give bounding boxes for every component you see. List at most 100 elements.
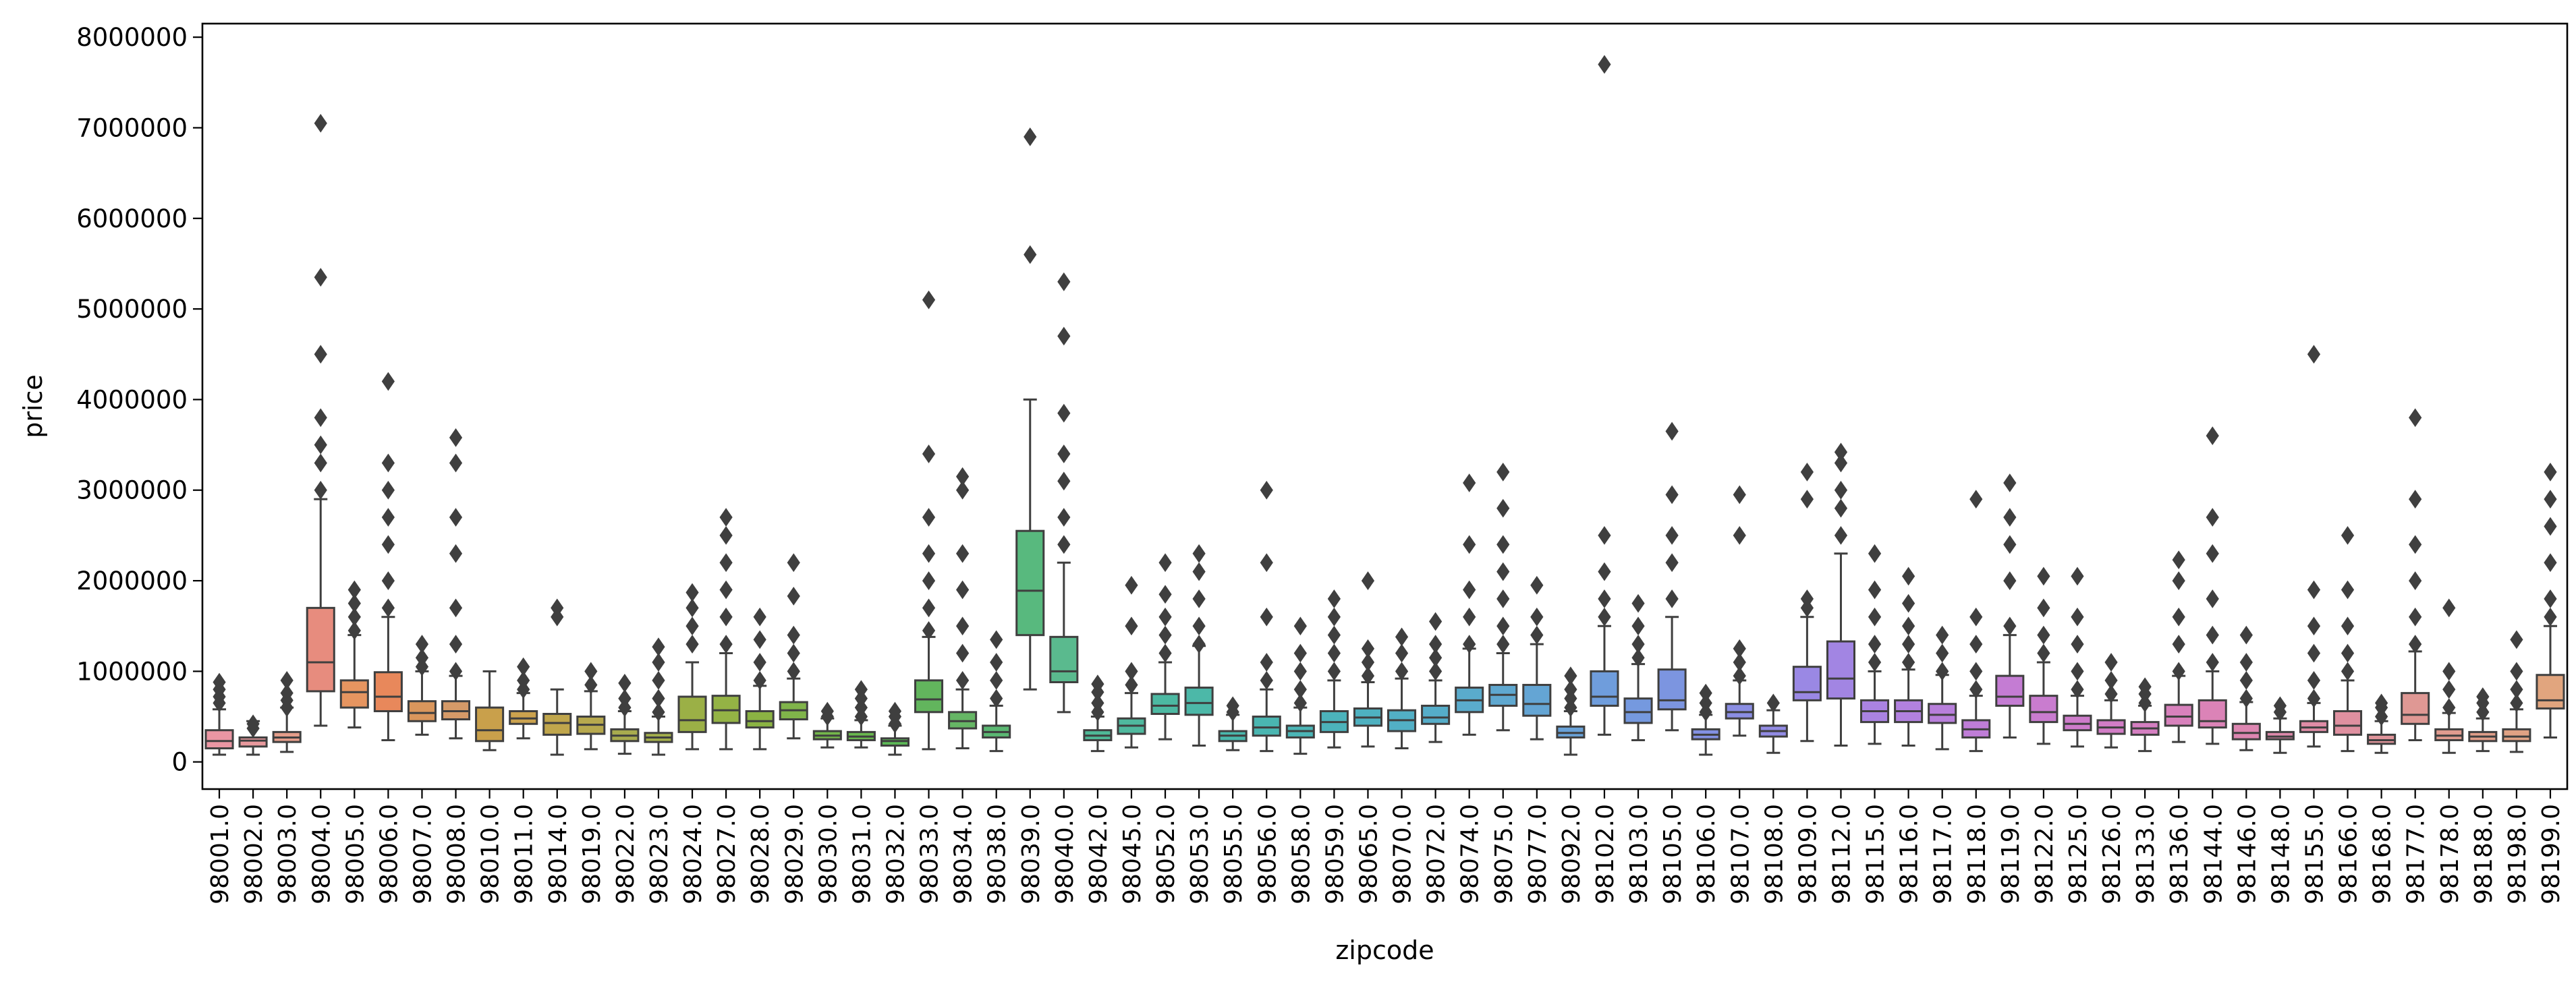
outlier-point [719,526,733,545]
outlier-point [2104,670,2118,690]
box-98052.0 [1150,553,1180,741]
outlier-point [2172,607,2185,627]
x-tick-label: 98029.0 [781,804,808,904]
box-98014.0 [542,598,572,756]
outlier-point [1496,589,1510,608]
box-iqr [475,706,505,743]
outlier-point [347,594,361,613]
outlier-point [1902,594,1915,613]
outlier-point [1598,607,1611,627]
y-axis: 0 1000000 2000000 3000000 4000000 5000000 6000… [76,23,202,777]
x-tick-label: 98007.0 [409,804,437,904]
outlier-point [449,544,463,563]
outlier-point [719,580,733,600]
x-tick-label: 98188.0 [2470,804,2498,904]
outlier-point [1293,680,1307,699]
outlier-point [753,630,766,649]
outlier-point [1327,662,1341,681]
outlier-point [2544,607,2557,627]
outlier-point [2239,689,2253,708]
outlier-point [381,372,395,391]
outlier-point [1969,607,1983,627]
outlier-point [787,553,800,573]
x-tick-label: 98055.0 [1220,804,1248,904]
outlier-point [1530,625,1544,645]
outlier-point [1733,526,1746,545]
outlier-point [956,580,970,600]
outlier-point [2341,643,2355,663]
outlier-point [1665,422,1679,441]
x-tick-label: 98198.0 [2504,804,2531,904]
x-tick-label: 98136.0 [2166,804,2193,904]
box-98105.0 [1657,422,1687,732]
outlier-point [1260,480,1273,500]
outlier-point [1902,653,1915,672]
outlier-point [2442,680,2456,699]
outlier-point [2544,490,2557,509]
outlier-point [517,670,530,690]
outlier-point [2239,670,2253,690]
outlier-point [652,689,665,708]
outlier-point [1969,680,1983,699]
outlier-point [719,508,733,527]
x-tick-label: 98040.0 [1051,804,1079,904]
x-axis-label: zipcode [1335,935,1434,965]
box-98022.0 [610,673,640,755]
box-iqr [306,606,335,693]
outlier-point [1260,553,1273,573]
outlier-point [2409,571,2422,590]
outlier-point [2003,508,2017,527]
outlier-point [1868,635,1882,654]
outlier-point [1564,666,1577,685]
box-98032.0 [880,701,909,756]
outlier-point [1902,616,1915,636]
y-tick-label: 8000000 [76,23,188,52]
outlier-point [922,444,936,463]
box-98042.0 [1083,674,1113,753]
outlier-point [213,672,226,692]
outlier-point [2544,463,2557,482]
x-tick-label: 98092.0 [1558,804,1586,904]
outlier-point [1665,553,1679,573]
box-iqr [745,710,775,729]
y-tick-label: 0 [171,748,188,777]
outlier-point [1902,567,1915,586]
x-tick-label: 98001.0 [206,804,234,904]
outlier-point [1024,127,1037,146]
outlier-point [2206,653,2219,672]
outlier-point [888,701,902,721]
x-tick-label: 98039.0 [1017,804,1045,904]
x-tick-label: 98011.0 [511,804,538,904]
box-98034.0 [948,467,978,750]
outlier-point [1463,635,1476,654]
box-iqr [542,713,572,736]
x-axis: 98001.0 98002.0 98003.0 98004.0 98005.0 98006… [206,789,2565,904]
outlier-point [1158,585,1172,604]
box-98108.0 [1758,693,1788,754]
outlier-point [956,467,970,486]
x-tick-label: 98115.0 [1862,804,1890,904]
outlier-point [685,635,699,654]
outlier-point [787,587,800,606]
outlier-point [2003,535,2017,554]
outlier-point [1091,693,1104,713]
outlier-point [2307,689,2321,708]
outlier-point [1631,616,1645,636]
y-tick-label: 2000000 [76,567,188,596]
x-tick-label: 98077.0 [1524,804,1552,904]
outlier-point [1969,662,1983,681]
x-tick-label: 98117.0 [1930,804,1957,904]
outlier-point [2409,635,2422,654]
outlier-point [1496,635,1510,654]
outlier-point [449,428,463,447]
box-98005.0 [339,580,369,729]
box-98030.0 [812,701,842,749]
outlier-point [347,621,361,640]
outlier-point [2341,526,2355,545]
outlier-point [2206,625,2219,645]
outlier-point [1936,643,1949,663]
outlier-point [1361,639,1375,658]
outlier-point [990,689,1003,708]
outlier-point [1800,490,1814,509]
